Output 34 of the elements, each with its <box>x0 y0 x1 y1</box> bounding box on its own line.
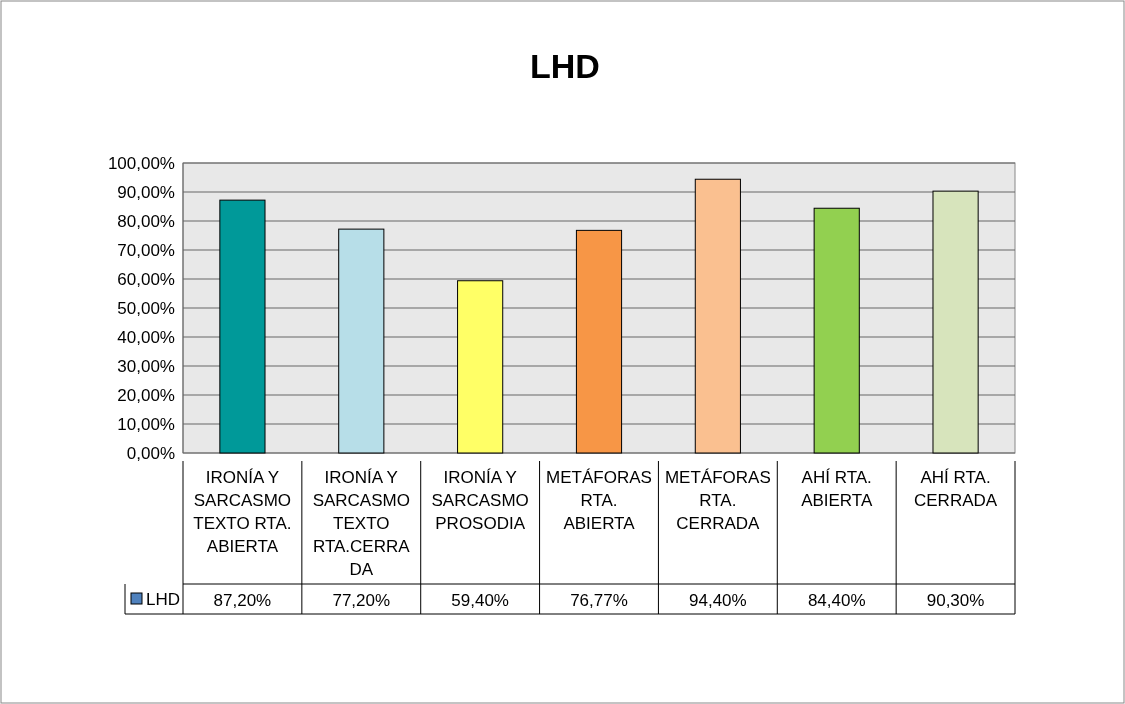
data-label: 84,40% <box>807 591 866 610</box>
data-label: 87,20% <box>213 591 272 610</box>
x-tick-label: IRONÍA Y SARCASMO TEXTO RTA. ABIERTA <box>193 468 292 556</box>
bar <box>338 228 385 454</box>
x-tick-label: METÁFORAS RTA. ABIERTA <box>546 468 652 533</box>
y-tick-label: 70,00% <box>117 241 175 260</box>
y-tick-label: 60,00% <box>117 270 175 289</box>
bar <box>813 207 860 454</box>
bar <box>457 280 504 454</box>
y-tick-label: 10,00% <box>117 415 175 434</box>
x-tick-label: IRONÍA Y SARCASMO TEXTO RTA.CERRADA <box>312 468 411 579</box>
text: LHD <box>146 590 181 609</box>
y-tick-label: 90,00% <box>117 183 175 202</box>
bar <box>575 229 623 454</box>
data-label: 90,30% <box>926 591 985 610</box>
bar <box>694 178 741 454</box>
y-tick-label: 30,00% <box>117 357 175 376</box>
chart-title: LHD <box>530 47 600 85</box>
y-tick-label: 40,00% <box>117 328 175 347</box>
y-tick-label: 100,00% <box>107 154 175 173</box>
x-tick-label: AHÍ RTA. CERRADA <box>914 468 998 510</box>
data-label: 76,77% <box>570 591 628 610</box>
bar <box>219 199 266 454</box>
data-label: 94,40% <box>689 591 747 610</box>
bar <box>932 190 979 454</box>
y-tick-label: 80,00% <box>117 212 175 231</box>
x-tick-label: AHÍ RTA. ABIERTA <box>801 468 873 510</box>
x-tick-label: IRONÍA Y SARCASMO PROSODIA <box>431 468 529 533</box>
y-tick-label: 0,00% <box>126 444 175 463</box>
y-tick-label: 20,00% <box>117 386 175 405</box>
data-label: 59,40% <box>451 591 509 610</box>
data-label: 77,20% <box>332 591 391 610</box>
x-tick-label: METÁFORAS RTA. CERRADA <box>664 468 771 533</box>
y-tick-label: 50,00% <box>117 299 175 318</box>
